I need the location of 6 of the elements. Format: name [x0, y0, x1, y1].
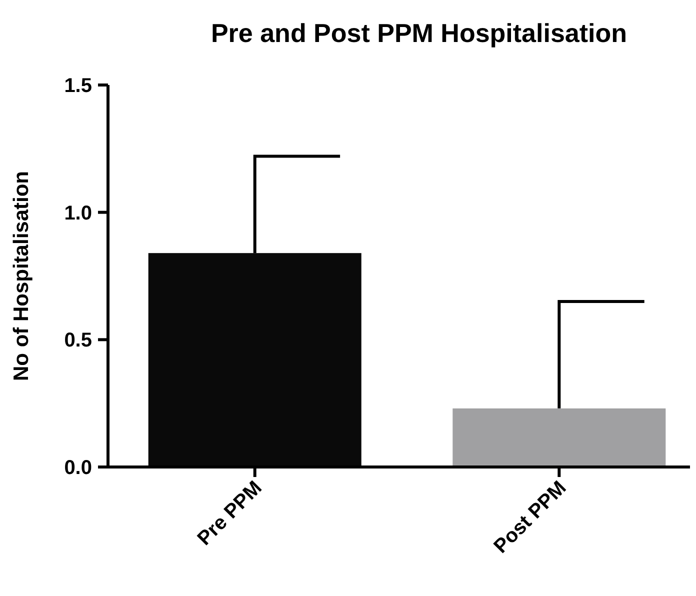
y-tick-label: 0.5	[64, 330, 92, 352]
y-axis-title: No of Hospitalisation	[10, 171, 33, 381]
y-tick-label: 1.5	[64, 75, 92, 97]
chart-title: Pre and Post PPM Hospitalisation	[210, 18, 628, 48]
y-tick-label: 1.0	[64, 202, 92, 224]
y-tick-label: 0.0	[64, 457, 92, 479]
